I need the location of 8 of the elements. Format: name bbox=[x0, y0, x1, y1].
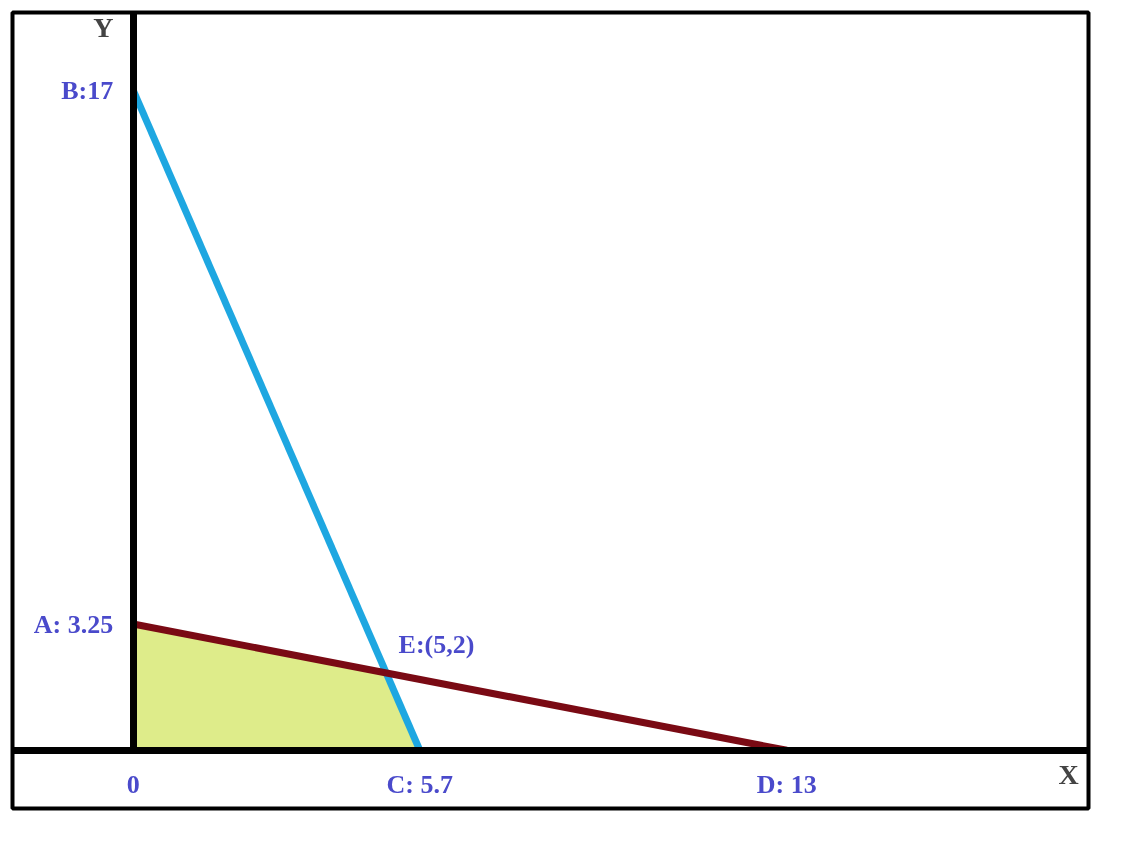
y-tick-label: A: 3.25 bbox=[33, 609, 114, 639]
x-axis-title: X bbox=[1058, 759, 1079, 791]
x-tick-label: 0 bbox=[126, 770, 140, 800]
y-tick-label: B:17 bbox=[61, 75, 114, 105]
x-tick-label: C: 5.7 bbox=[386, 770, 453, 800]
y-axis-title: Y bbox=[93, 11, 114, 43]
x-tick-label: D: 13 bbox=[756, 770, 817, 800]
annotation: E:(5,2) bbox=[398, 629, 475, 659]
